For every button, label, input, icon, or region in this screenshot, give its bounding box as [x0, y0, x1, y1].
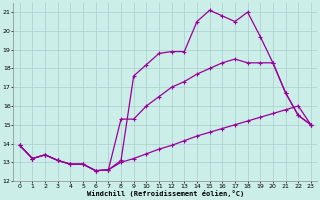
X-axis label: Windchill (Refroidissement éolien,°C): Windchill (Refroidissement éolien,°C)	[87, 190, 244, 197]
